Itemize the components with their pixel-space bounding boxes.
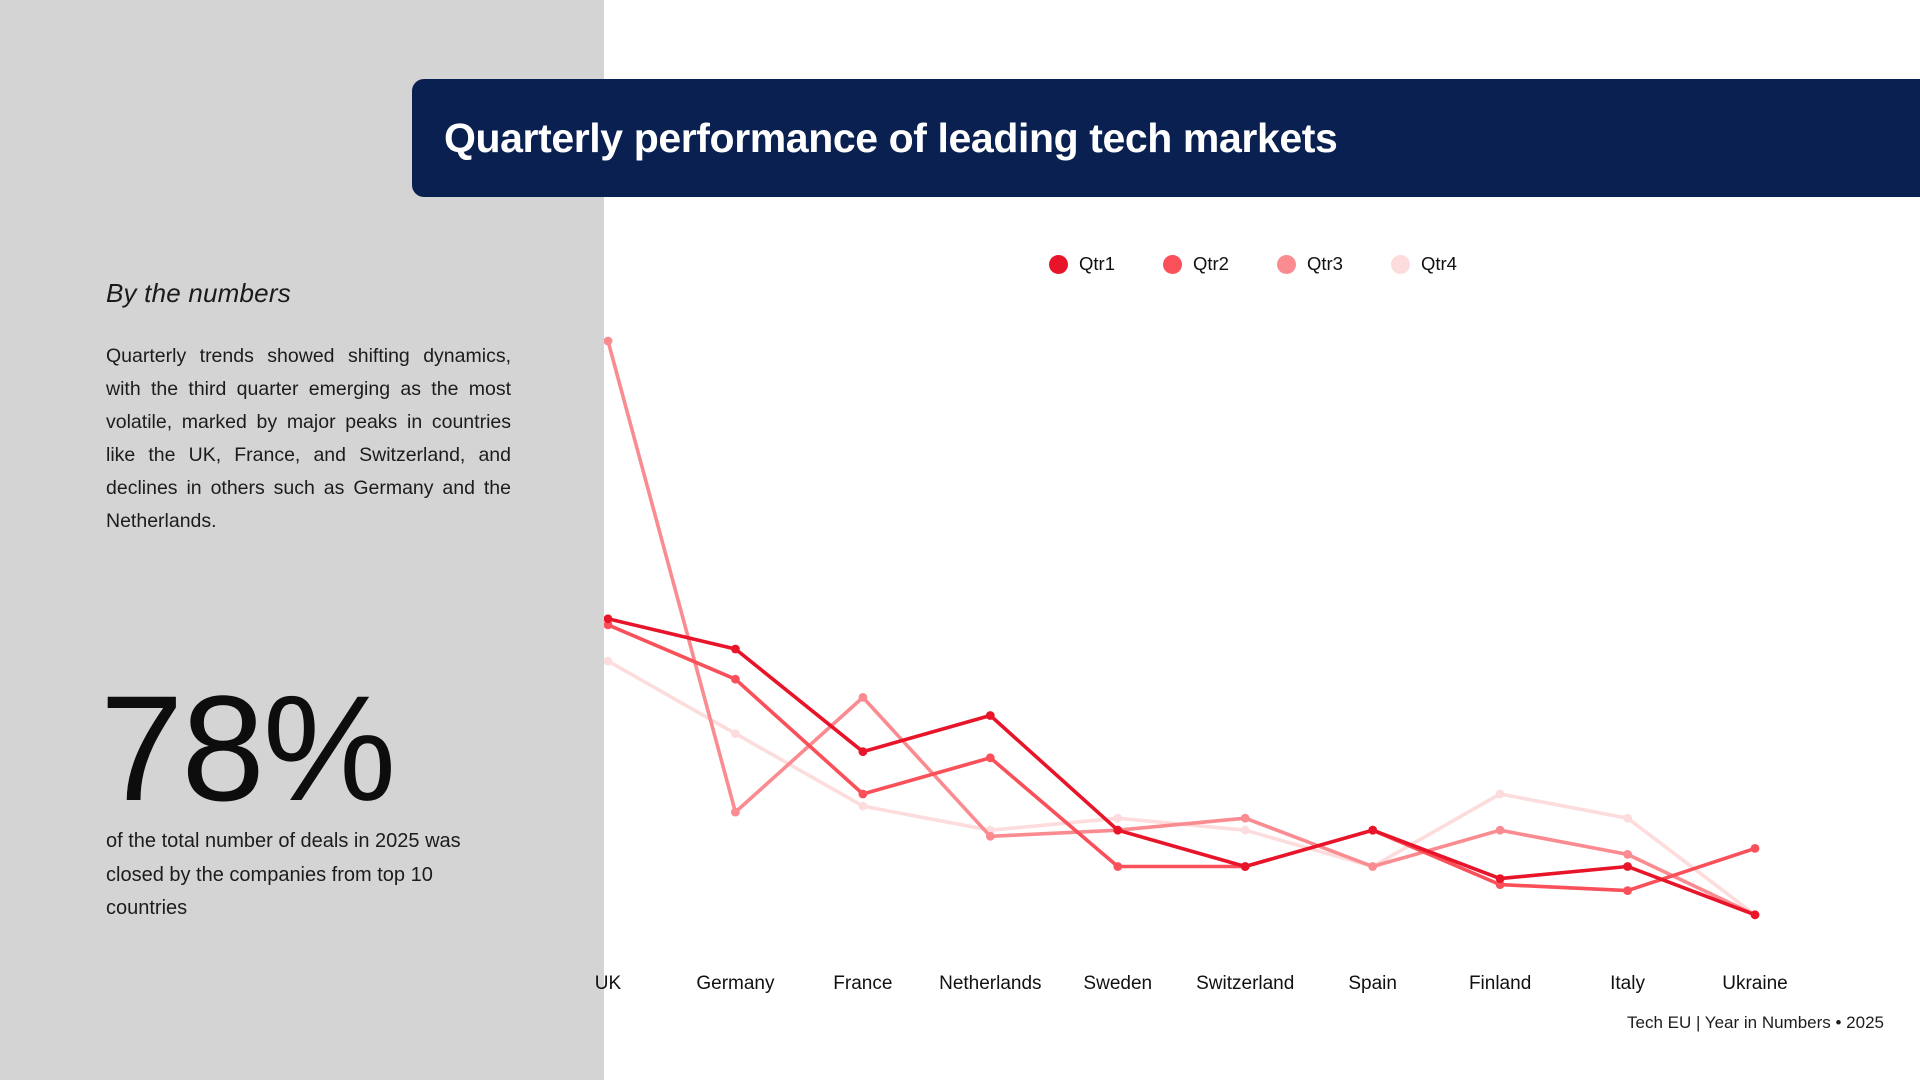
data-point-qtr4-switzerland[interactable] xyxy=(1240,825,1250,835)
data-point-qtr1-france[interactable] xyxy=(858,747,868,757)
chart-container: Qtr1 Qtr2 Qtr3 Qtr4 UK Germany France Netherla… xyxy=(595,197,1920,1080)
legend-swatch-icon xyxy=(1049,254,1068,274)
data-point-qtr2-italy[interactable] xyxy=(1623,886,1632,895)
legend-item-qtr3[interactable]: Qtr3 xyxy=(1276,253,1343,275)
data-point-qtr4-germany[interactable] xyxy=(731,729,740,738)
series-line-qtr4 xyxy=(606,659,1757,917)
data-point-qtr3-uk[interactable] xyxy=(604,336,613,346)
page-title: Quarterly performance of leading tech ma… xyxy=(444,114,1338,161)
data-point-qtr1-sweden[interactable] xyxy=(1113,825,1123,835)
data-point-qtr1-spain[interactable] xyxy=(1368,825,1378,835)
data-point-qtr3-france[interactable] xyxy=(858,693,868,702)
data-point-qtr2-sweden[interactable] xyxy=(1113,862,1123,871)
data-point-qtr1-ukraine[interactable] xyxy=(1750,910,1760,920)
chart-legend: Qtr1 Qtr2 Qtr3 Qtr4 xyxy=(1049,253,1505,275)
legend-swatch-icon xyxy=(1276,254,1296,274)
data-point-qtr3-switzerland[interactable] xyxy=(1240,813,1250,823)
data-point-qtr3-spain[interactable] xyxy=(1368,862,1378,871)
sidebar-paragraph: Quarterly trends showed shifting dynamic… xyxy=(106,345,511,532)
data-point-qtr4-finland[interactable] xyxy=(1495,789,1505,799)
legend-item-qtr1[interactable]: Qtr1 xyxy=(1049,253,1115,275)
data-point-qtr2-netherlands[interactable] xyxy=(985,753,995,763)
series-line-qtr1 xyxy=(606,616,1757,917)
stat-caption: of the total number of deals in 2025 was… xyxy=(106,830,461,919)
legend-item-qtr4[interactable]: Qtr4 xyxy=(1390,253,1457,275)
data-point-qtr3-netherlands[interactable] xyxy=(985,831,995,841)
data-point-qtr4-italy[interactable] xyxy=(1623,813,1632,823)
data-point-qtr3-italy[interactable] xyxy=(1623,850,1632,859)
data-point-qtr4-sweden[interactable] xyxy=(1113,813,1123,823)
legend-item-qtr2[interactable]: Qtr2 xyxy=(1162,253,1229,275)
legend-label: Qtr4 xyxy=(1420,253,1457,274)
data-point-qtr2-ukraine[interactable] xyxy=(1750,844,1760,853)
data-point-qtr2-france[interactable] xyxy=(858,789,868,799)
footer-caption: Tech EU | Year in Numbers • 2025 xyxy=(1626,1013,1884,1032)
data-point-qtr1-germany[interactable] xyxy=(731,644,740,654)
series-line-qtr3 xyxy=(606,339,1757,917)
data-point-qtr4-france[interactable] xyxy=(858,801,868,811)
line-chart-plot xyxy=(604,336,1760,920)
legend-swatch-icon xyxy=(1390,254,1410,274)
data-point-qtr3-finland[interactable] xyxy=(1495,825,1505,835)
data-point-qtr1-finland[interactable] xyxy=(1495,874,1505,883)
data-point-qtr1-italy[interactable] xyxy=(1623,862,1632,871)
data-point-qtr2-germany[interactable] xyxy=(731,674,740,684)
data-point-qtr1-netherlands[interactable] xyxy=(985,711,995,720)
title-banner: Quarterly performance of leading tech ma… xyxy=(412,79,1920,197)
data-point-qtr1-uk[interactable] xyxy=(604,614,613,624)
sidebar-kicker: By the numbers xyxy=(106,278,291,308)
stat-value: 78% xyxy=(100,664,396,832)
data-point-qtr1-switzerland[interactable] xyxy=(1240,862,1250,871)
legend-label: Qtr2 xyxy=(1192,253,1229,274)
series-line-qtr2 xyxy=(606,623,1757,893)
data-point-qtr3-germany[interactable] xyxy=(731,807,740,817)
data-point-qtr4-uk[interactable] xyxy=(604,656,613,666)
legend-label: Qtr1 xyxy=(1079,253,1115,274)
legend-label: Qtr3 xyxy=(1306,253,1343,274)
legend-swatch-icon xyxy=(1162,254,1182,274)
